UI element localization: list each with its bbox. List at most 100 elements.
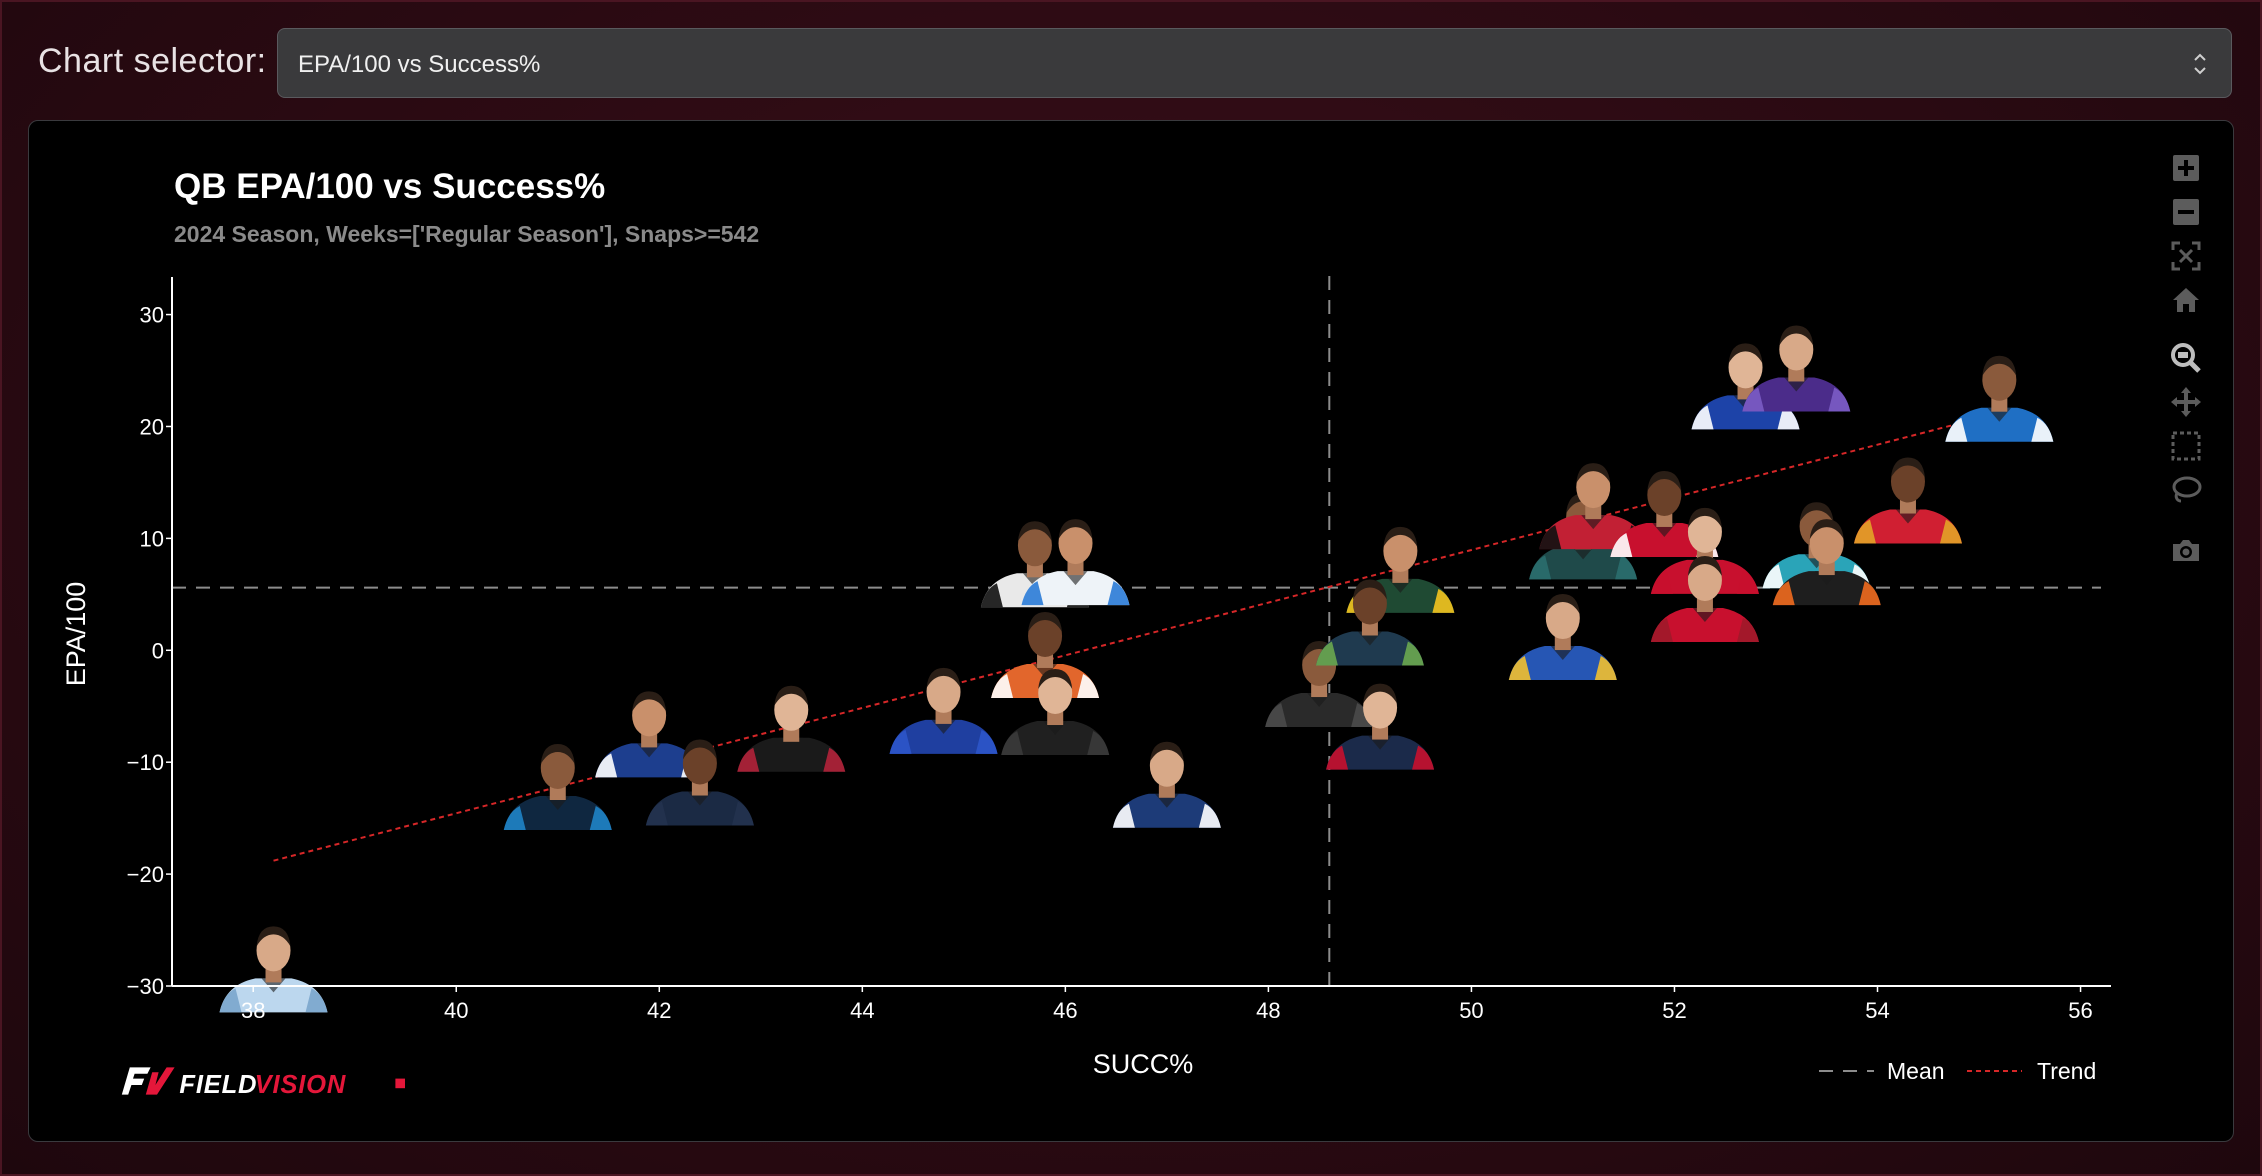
player-jersey-trim [1112,803,1221,828]
player-point[interactable] [1945,355,2054,442]
player-jersey [1529,545,1638,580]
player-point[interactable] [1853,457,1962,544]
player-head [1728,346,1763,389]
autoscale-icon[interactable] [2169,239,2203,273]
box-select-icon[interactable] [2169,429,2203,463]
chart-panel: QB EPA/100 vs Success% 2024 Season, Week… [28,120,2234,1142]
player-hair [1352,579,1387,600]
mean-lines [172,276,2101,986]
chart-selector-label: Chart selector: [38,42,267,80]
player-hair [1038,669,1073,690]
player-head [1890,460,1925,503]
player-point[interactable] [991,611,1100,698]
legend-trend-label: Trend [2037,1058,2096,1084]
player-neck [1037,653,1054,668]
player-jersey-trim [219,988,328,1013]
x-tick-label: 46 [1053,998,1077,1023]
player-head [1363,686,1398,729]
player-neck [265,968,282,983]
player-neck [1696,598,1713,612]
player-head [632,694,667,737]
player-point[interactable] [1539,463,1648,550]
player-head [1038,672,1073,715]
player-point[interactable] [595,691,704,778]
player-neck [1311,683,1328,698]
pan-icon[interactable] [2169,385,2203,419]
player-head [1982,358,2017,401]
player-jersey-trim [1691,405,1800,430]
player-hair [1687,507,1722,528]
player-point[interactable] [737,685,846,772]
player-hair [1017,521,1052,542]
player-hair [1647,470,1682,491]
player-head [774,688,809,731]
player-hair [1779,325,1814,346]
lasso-select-icon[interactable] [2169,473,2203,507]
player-point[interactable] [1508,594,1617,681]
player-point[interactable] [1742,325,1851,412]
player-jersey-trim [1508,656,1617,681]
player-point[interactable] [645,739,754,826]
player-jersey-trim [1001,731,1110,756]
fieldvision-logo: FIELD VISION [121,1067,405,1099]
chart-selector-value: EPA/100 vs Success% [298,51,541,78]
y-tick-label: −20 [127,862,164,887]
player-jersey-trim [1650,569,1759,594]
player-head [1576,466,1611,509]
player-neck [1372,725,1389,740]
player-neck [1158,783,1175,798]
player-head [540,747,575,789]
player-head [1383,529,1418,572]
x-tick-label: 48 [1256,998,1280,1023]
player-neck [1067,561,1084,576]
player-neck [1047,711,1064,726]
player-neck [1818,561,1835,576]
zoom-box-icon[interactable] [2169,341,2203,375]
player-hair [256,926,291,947]
player-head [1028,614,1063,657]
player-point[interactable] [889,667,998,754]
player-hair [540,744,575,764]
player-hair [632,691,667,712]
y-tick-label: 30 [140,303,164,328]
player-neck [1361,621,1378,636]
player-hair [1799,502,1834,523]
player-jersey [1112,793,1221,828]
chart-selector-dropdown[interactable]: EPA/100 vs Success% [277,28,2232,98]
player-jersey [503,796,612,830]
player-hair [1149,741,1184,762]
player-point[interactable] [1772,519,1881,606]
player-point[interactable] [219,926,328,1013]
player-hair [1545,594,1580,615]
player-point[interactable] [1315,579,1424,666]
zoom-out-icon[interactable] [2169,195,2203,229]
player-point[interactable] [1001,669,1110,756]
player-point[interactable] [1326,683,1435,770]
player-point[interactable] [503,744,612,830]
player-jersey-trim [1021,581,1130,606]
player-jersey-trim [1265,703,1374,728]
player-neck [1899,499,1916,514]
player-neck [1788,367,1805,382]
player-point[interactable] [1021,519,1130,606]
home-reset-icon[interactable] [2169,283,2203,317]
player-jersey [1853,509,1962,544]
player-jersey [1945,407,2054,442]
x-tick-label: 50 [1459,998,1483,1023]
axes-layer: 38 40 42 44 46 48 50 52 54 56 −30 −20 −10 0 10 20 30 [127,277,2111,1023]
player-head [1058,522,1093,565]
player-head [682,742,717,785]
player-jersey [595,743,704,778]
player-neck [1026,563,1043,578]
player-jersey [1265,693,1374,728]
zoom-in-icon[interactable] [2169,151,2203,185]
player-point[interactable] [1650,556,1759,642]
chevron-updown-icon [2194,53,2206,75]
player-point[interactable] [1112,741,1221,828]
y-axis-label: EPA/100 [61,582,91,687]
player-neck [1585,505,1602,520]
fv-logo-mark-icon [121,1067,175,1095]
x-tick-label: 44 [850,998,874,1023]
camera-icon[interactable] [2169,533,2203,567]
player-hair [1687,556,1722,576]
